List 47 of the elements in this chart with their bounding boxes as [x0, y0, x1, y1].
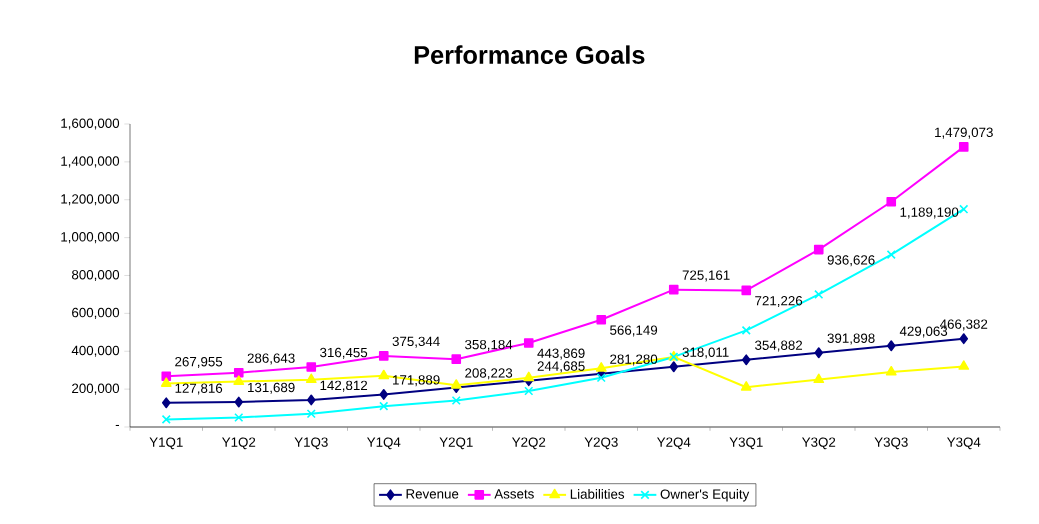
data-label: 208,223 [465, 368, 513, 380]
y-tick-label: 1,200,000 [61, 194, 120, 206]
data-label: 725,161 [682, 270, 730, 282]
data-label: 142,812 [320, 380, 368, 392]
x-tick-label: Y3Q2 [802, 437, 836, 450]
data-label: 566,149 [610, 325, 658, 337]
data-label: 721,226 [755, 296, 803, 308]
y-tick-label: - [115, 424, 120, 426]
data-label: 1,189,190 [900, 207, 959, 219]
x-tick-label: Y1Q4 [367, 437, 401, 450]
y-tick-label: 1,400,000 [61, 156, 120, 168]
data-label: 1,479,073 [935, 127, 993, 139]
x-tick-label: Y1Q2 [222, 437, 256, 450]
chart-title: Performance Goals [414, 45, 645, 64]
data-label: 391,898 [827, 333, 875, 345]
data-label: 316,455 [320, 347, 368, 359]
y-tick-label: 600,000 [72, 307, 120, 319]
data-label: 127,816 [175, 383, 223, 395]
data-label: 375,344 [392, 336, 440, 348]
data-label: 267,955 [175, 356, 223, 368]
legend-label: Revenue [406, 489, 459, 499]
data-label: 936,626 [827, 255, 875, 267]
x-tick-label: Y3Q4 [947, 437, 981, 450]
x-tick-label: Y1Q1 [149, 437, 183, 450]
data-label: 131,689 [248, 382, 295, 394]
data-label: 281,280 [610, 354, 658, 366]
y-tick-label: 400,000 [71, 345, 120, 357]
x-tick-label: Y3Q3 [874, 437, 908, 450]
x-tick-label: Y3Q1 [729, 437, 763, 450]
data-label: 443,869 [537, 348, 585, 360]
x-tick-label: Y2Q4 [657, 437, 691, 450]
x-tick-label: Y2Q2 [512, 437, 546, 450]
x-tick-label: Y1Q3 [294, 437, 328, 450]
data-label: 318,011 [682, 347, 729, 359]
y-tick-label: 1,000,000 [61, 232, 120, 244]
x-tick-label: Y2Q3 [584, 437, 618, 450]
data-label: 286,643 [247, 353, 295, 365]
y-tick-label: 800,000 [72, 269, 120, 282]
x-tick-label: Y2Q1 [439, 437, 473, 450]
data-label: 354,882 [755, 340, 803, 352]
data-label: 358,184 [465, 339, 513, 351]
y-tick-label: 1,600,000 [61, 118, 120, 130]
legend-label: Liabilities [570, 489, 625, 499]
data-label: 244,685 [537, 361, 585, 373]
legend-label: Owner's Equity [660, 489, 750, 502]
legend-label: Assets [494, 489, 534, 499]
y-tick-label: 200,000 [72, 383, 120, 395]
